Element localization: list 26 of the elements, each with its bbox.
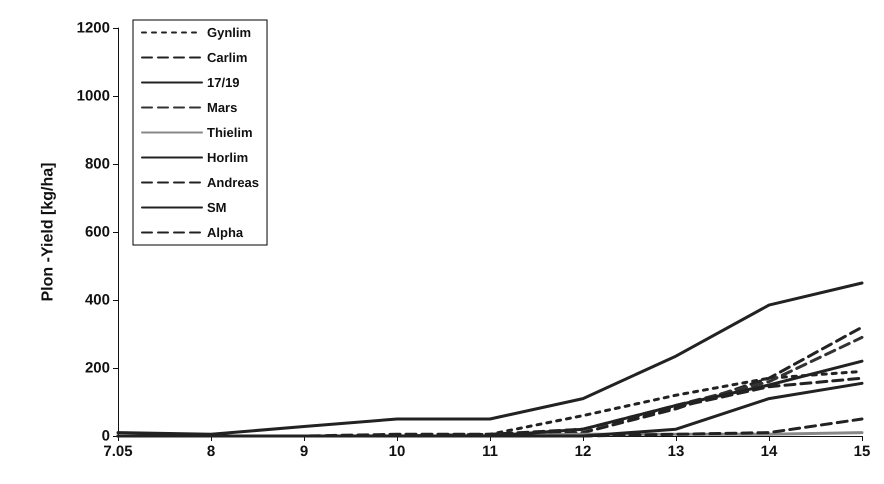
x-tick-label: 15	[854, 443, 870, 460]
y-tick-label: 800	[84, 156, 110, 172]
legend-label: Thielim	[207, 125, 253, 140]
x-tick-label: 8	[206, 443, 216, 460]
y-tick-label: 200	[84, 360, 110, 376]
legend-label: SM	[207, 200, 226, 215]
y-tick-label: 1200	[76, 20, 110, 36]
x-tick-label: 14	[760, 443, 778, 460]
y-tick-label: 600	[84, 224, 110, 240]
x-tick-label: 10	[388, 443, 406, 460]
legend-label: Horlim	[207, 150, 248, 165]
x-tick-label: 13	[668, 443, 684, 460]
y-axis-title: Plon -Yield [kg/ha]	[40, 162, 56, 302]
legend-label: Gynlim	[207, 25, 252, 40]
y-tick-label: 0	[102, 428, 110, 444]
legend-label: 17/19	[207, 75, 240, 90]
legend-label: Carlim	[207, 50, 248, 65]
x-tick-label: 12	[574, 443, 592, 460]
legend-label: Andreas	[207, 175, 260, 190]
y-tick-label: 400	[84, 292, 110, 308]
x-tick-label: 11	[482, 443, 498, 460]
legend-label: Mars	[207, 100, 238, 115]
x-tick-label: 9	[300, 443, 308, 460]
legend-label: Alpha	[207, 225, 244, 240]
x-tick-label: 7.05	[103, 443, 133, 460]
y-tick-label: 1000	[76, 88, 110, 104]
